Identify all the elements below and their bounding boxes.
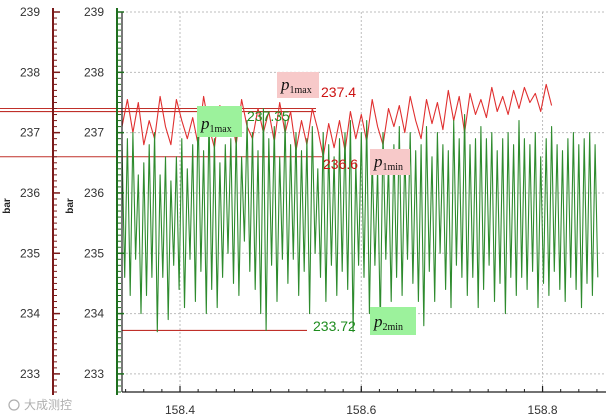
y-tick-label-left: 233 bbox=[20, 367, 40, 381]
y-tick-label-inner: 238 bbox=[84, 65, 104, 79]
annotation-value: 236.6 bbox=[323, 156, 358, 172]
y-tick-label-left: 239 bbox=[20, 5, 40, 19]
y-axis-label-inner: bar bbox=[65, 198, 76, 214]
annotation-label: p2min bbox=[373, 312, 403, 333]
y-tick-label-left: 234 bbox=[20, 307, 40, 321]
x-tick-label: 158.6 bbox=[346, 403, 376, 416]
annotation-label-box bbox=[370, 307, 416, 335]
y-tick-label-left: 238 bbox=[20, 65, 40, 79]
watermark-logo-icon bbox=[8, 399, 20, 411]
y-ticks: 233 233 234 234 235 235 236 236 237 237 238 238 239 2… bbox=[20, 5, 124, 393]
annotation-1max-1: p1max 237.35 bbox=[197, 106, 290, 137]
y-tick-label-inner: 233 bbox=[84, 367, 104, 381]
annotations: p1max 237.4 p1max 237.35 p1min 236.6 p2min 233.… bbox=[197, 72, 416, 335]
y-tick-label-inner: 235 bbox=[84, 246, 104, 260]
series-line-red bbox=[121, 83, 553, 158]
annotation-label: p1max bbox=[280, 75, 312, 96]
x-ticks: 158.4 158.6 158.8 bbox=[125, 386, 598, 416]
annotation-label-box bbox=[197, 106, 242, 137]
y-tick-label-left: 237 bbox=[20, 126, 40, 140]
annotation-label-box bbox=[370, 149, 410, 175]
series-layer bbox=[121, 83, 599, 333]
annotation-value: 237.35 bbox=[247, 108, 290, 124]
watermark-text: 大成测控 bbox=[24, 398, 72, 412]
annotation-label: p1min bbox=[373, 152, 403, 173]
annotation-label-box bbox=[277, 72, 319, 98]
x-tick-label: 158.4 bbox=[165, 403, 195, 416]
y-tick-label-inner: 234 bbox=[84, 307, 104, 321]
y-tick-label-left: 236 bbox=[20, 186, 40, 200]
x-tick-label: 158.8 bbox=[528, 403, 558, 416]
annotation-1max-0: p1max 237.4 bbox=[277, 72, 356, 100]
annotation-1min-2: p1min 236.6 bbox=[323, 149, 410, 175]
annotation-value: 233.72 bbox=[313, 318, 356, 334]
y-tick-label-left: 235 bbox=[20, 246, 40, 260]
annotation-label: p1max bbox=[200, 114, 232, 135]
y-tick-label-inner: 239 bbox=[84, 5, 104, 19]
y-tick-label-inner: 236 bbox=[84, 186, 104, 200]
y-tick-label-inner: 237 bbox=[84, 126, 104, 140]
annotation-2min-3: p2min 233.72 bbox=[313, 307, 416, 335]
annotation-value: 237.4 bbox=[321, 84, 356, 100]
y-axis-label-left: bar bbox=[2, 198, 13, 214]
watermark: 大成测控 bbox=[8, 398, 72, 412]
series-line-green bbox=[121, 107, 599, 333]
